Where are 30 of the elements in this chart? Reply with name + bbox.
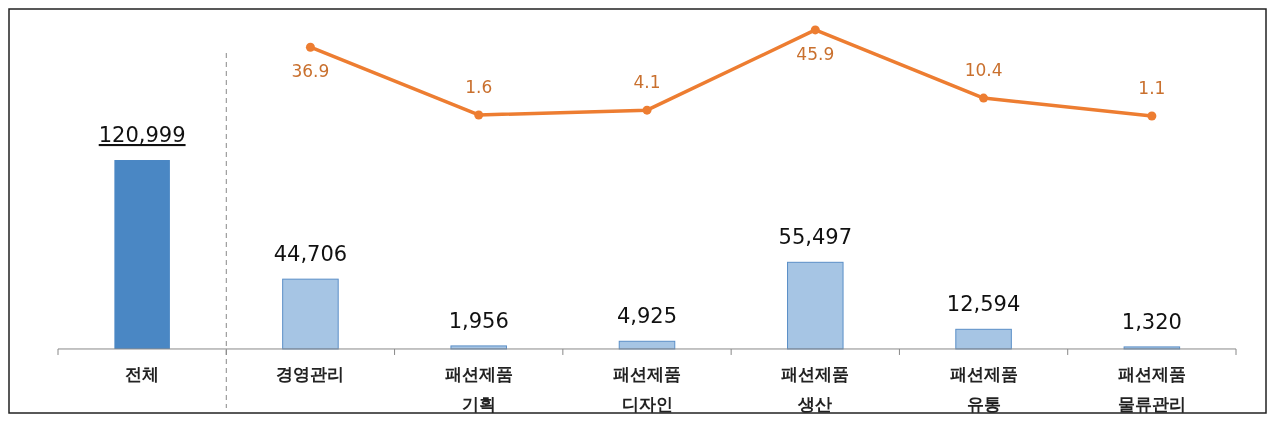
x-tick-label: 패션제품 유통 [949, 364, 1018, 414]
point [979, 93, 989, 103]
point [810, 25, 820, 35]
x-tick-label: 패션제품 디자인 [613, 364, 681, 414]
data-label: 10.4 [964, 60, 1003, 81]
data-label: 44,706 [273, 242, 348, 267]
point [305, 42, 315, 52]
data-label: 4,925 [616, 304, 678, 329]
x-tick-label: 패션제품 기획 [444, 364, 513, 414]
data-label: 1.1 [1138, 77, 1166, 98]
data-label: 1.6 [465, 76, 493, 97]
data-label: 1,320 [1121, 309, 1182, 334]
data-label: 55,497 [778, 225, 853, 250]
bar [955, 328, 1012, 350]
data-label: 12,594 [946, 292, 1021, 317]
x-tick-label: 패션제품 생산 [781, 364, 850, 414]
bar [282, 278, 339, 350]
data-label: 36.9 [291, 61, 330, 82]
point [474, 110, 484, 120]
x-tick-label: 경영관리 [276, 364, 345, 384]
data-label: 1,956 [448, 308, 509, 333]
point [1147, 111, 1157, 121]
x-tick-label: 전체 [125, 364, 160, 384]
data-label: 120,999 [98, 123, 186, 148]
x-tick-label: 패션제품 물류관리 [1117, 364, 1186, 414]
bar [114, 160, 170, 349]
bar [787, 261, 844, 350]
data-label: 45.9 [796, 43, 835, 64]
point [642, 105, 652, 115]
data-label: 4.1 [633, 72, 661, 93]
